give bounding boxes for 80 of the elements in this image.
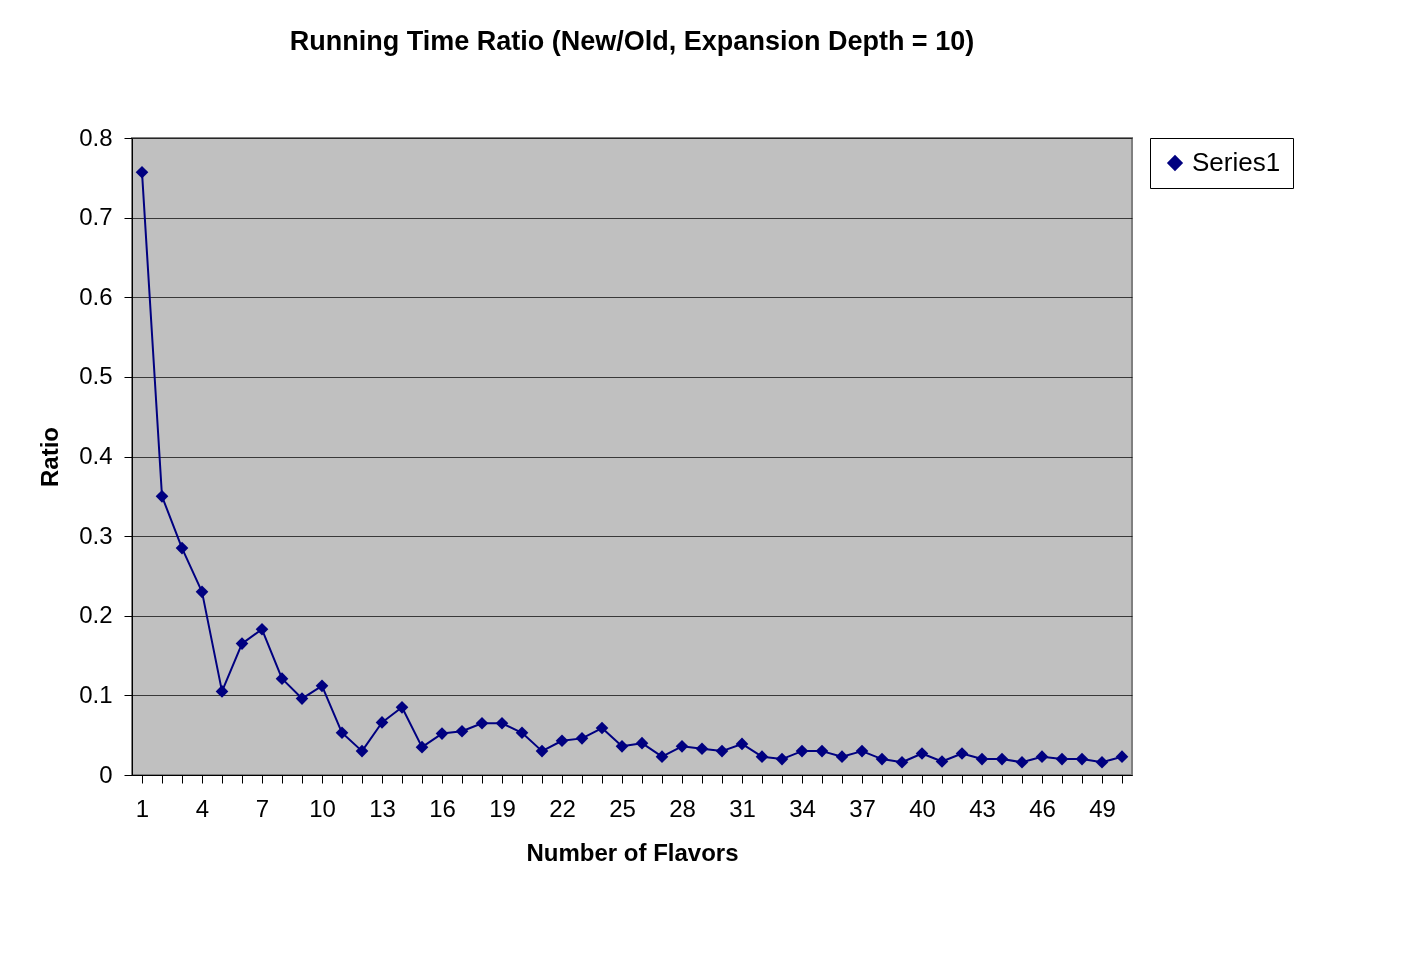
x-tick-label: 22 <box>549 794 576 822</box>
point <box>495 716 509 730</box>
point <box>1055 752 1069 766</box>
point <box>335 726 349 740</box>
point <box>855 744 869 758</box>
point <box>375 716 389 729</box>
x-tick-label: 10 <box>309 794 336 822</box>
point <box>875 752 889 766</box>
x-tick-label: 1 <box>135 794 150 822</box>
point <box>415 740 429 754</box>
point <box>975 752 989 766</box>
point <box>135 165 149 179</box>
y-tick-label: 0.2 <box>79 601 113 629</box>
point <box>595 721 609 735</box>
point <box>895 755 909 769</box>
point <box>835 750 849 764</box>
x-tick-label: 28 <box>669 794 696 822</box>
point <box>555 734 569 748</box>
x-tick-label: 13 <box>369 794 396 822</box>
point <box>535 744 549 758</box>
point <box>455 724 469 738</box>
x-tick-label: 49 <box>1089 794 1116 822</box>
point <box>935 755 949 768</box>
y-tick-label: 0 <box>99 760 113 788</box>
point <box>195 585 209 599</box>
chart-title: Running Time Ratio (New/Old, Expansion Depth = 10) <box>289 26 975 56</box>
x-tick-label: 40 <box>909 794 936 822</box>
point <box>235 637 249 650</box>
point <box>435 727 449 740</box>
point <box>515 726 529 740</box>
point <box>1075 752 1089 766</box>
y-tick-label: 0.4 <box>79 442 113 469</box>
point <box>1035 750 1049 764</box>
point <box>715 744 729 758</box>
y-tick-label: 0.5 <box>79 362 113 390</box>
x-tick-label: 4 <box>195 794 210 822</box>
point <box>635 736 649 750</box>
x-tick-label: 31 <box>729 794 756 822</box>
point <box>155 489 169 503</box>
x-tick-label: 43 <box>969 794 996 822</box>
x-tick-label: 19 <box>489 794 516 822</box>
point <box>255 622 269 636</box>
point <box>775 752 789 766</box>
point <box>755 750 769 764</box>
point <box>395 700 409 714</box>
point <box>655 750 669 764</box>
legend-label: Series1 <box>1192 147 1281 177</box>
x-tick-label: 7 <box>255 794 270 822</box>
y-tick-label: 0.6 <box>79 282 113 310</box>
y-tick-label: 0.8 <box>79 123 113 151</box>
x-axis-title: Number of Flavors <box>526 838 739 866</box>
x-tick-label: 37 <box>849 794 876 822</box>
point <box>315 679 329 693</box>
point <box>795 744 809 758</box>
point <box>915 747 929 760</box>
point <box>955 747 969 760</box>
point <box>575 732 589 745</box>
x-tick-label: 25 <box>609 794 636 822</box>
point <box>695 742 709 756</box>
point <box>215 685 229 698</box>
y-axis-title: Ratio <box>36 427 64 487</box>
point <box>675 740 689 753</box>
point <box>815 744 829 758</box>
y-tick-label: 0.3 <box>79 521 113 549</box>
x-tick-label: 16 <box>429 794 456 822</box>
y-tick-label: 0.1 <box>79 680 113 708</box>
point <box>995 752 1009 766</box>
point <box>275 672 289 685</box>
point <box>615 740 629 753</box>
point <box>735 737 749 751</box>
x-tick-label: 34 <box>789 794 816 822</box>
point <box>295 692 309 705</box>
point <box>355 744 369 758</box>
y-tick-label: 0.7 <box>79 203 113 231</box>
point <box>1115 750 1129 764</box>
point <box>175 541 189 555</box>
point <box>475 716 489 730</box>
x-tick-label: 46 <box>1029 794 1056 822</box>
point <box>1015 755 1029 769</box>
point <box>1095 755 1109 769</box>
